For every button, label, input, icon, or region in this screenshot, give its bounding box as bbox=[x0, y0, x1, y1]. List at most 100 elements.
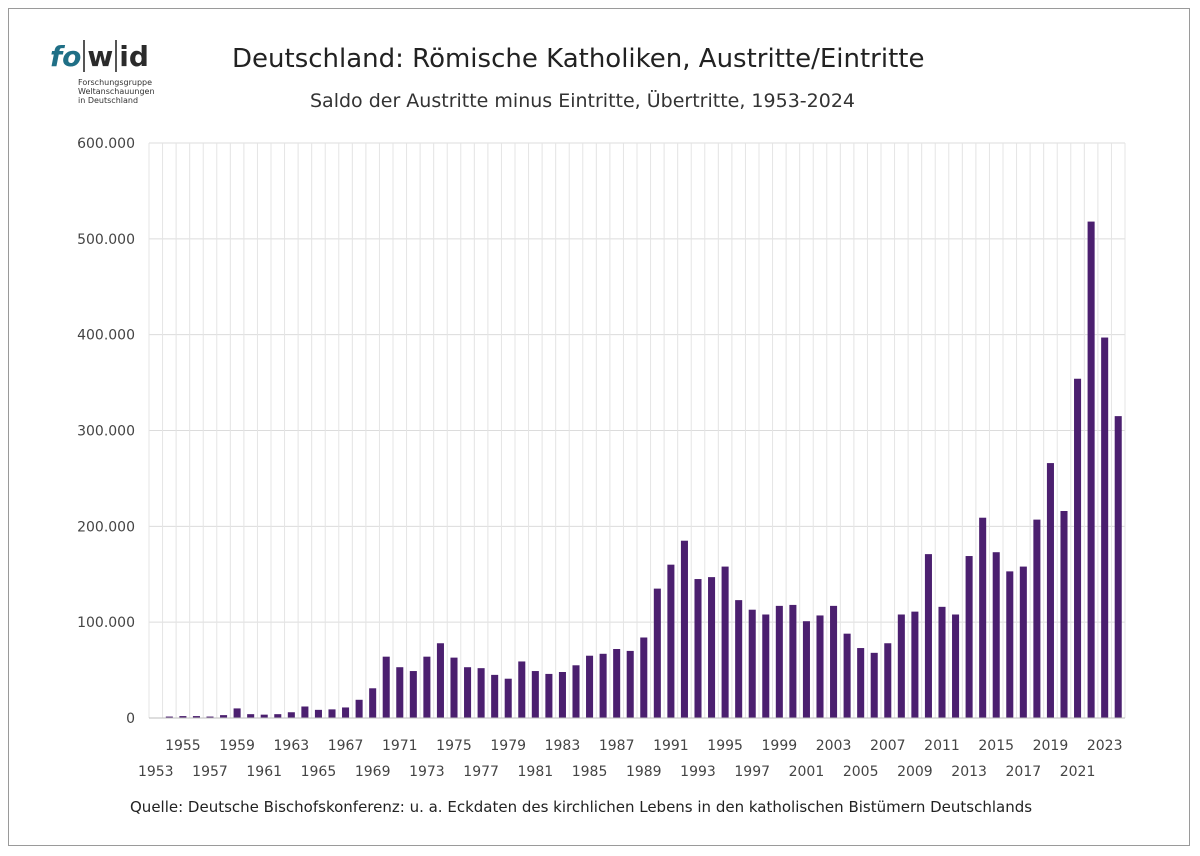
bar-2001 bbox=[802, 621, 810, 718]
x-tick-label: 2009 bbox=[897, 764, 933, 780]
bar-1985 bbox=[586, 655, 594, 718]
x-tick-label: 1989 bbox=[626, 764, 662, 780]
bar-1966 bbox=[328, 709, 336, 718]
fowid-logo: fo w id Forschungsgruppe Weltanschauungen … bbox=[50, 40, 160, 110]
y-tick-label: 400.000 bbox=[77, 328, 135, 344]
bar-2003 bbox=[830, 605, 838, 718]
x-tick-label: 2013 bbox=[951, 764, 987, 780]
bar-2018 bbox=[1033, 519, 1041, 718]
y-tick-label: 100.000 bbox=[77, 615, 135, 631]
bar-1996 bbox=[735, 600, 743, 718]
bar-2016 bbox=[1006, 571, 1014, 718]
bar-2012 bbox=[952, 614, 960, 718]
bar-1960 bbox=[247, 714, 255, 718]
x-tick-label: 1991 bbox=[653, 738, 689, 754]
bar-1984 bbox=[572, 665, 580, 718]
bar-1994 bbox=[708, 577, 716, 718]
logo-wordmark: fo w id bbox=[50, 40, 149, 73]
x-tick-label: 1959 bbox=[219, 738, 255, 754]
bar-1990 bbox=[653, 588, 661, 718]
bar-2007 bbox=[884, 643, 892, 718]
y-tick-label: 300.000 bbox=[77, 424, 135, 440]
x-tick-label: 2015 bbox=[978, 738, 1014, 754]
x-tick-label: 1981 bbox=[518, 764, 554, 780]
bar-1995 bbox=[721, 566, 729, 718]
bar-1989 bbox=[640, 637, 648, 718]
bar-1980 bbox=[518, 661, 526, 718]
bar-1972 bbox=[409, 671, 417, 718]
x-tick-label: 1969 bbox=[355, 764, 391, 780]
bar-1993 bbox=[694, 579, 702, 718]
y-tick-label: 200.000 bbox=[77, 519, 135, 535]
x-tick-label: 1955 bbox=[165, 738, 201, 754]
x-tick-label: 2021 bbox=[1060, 764, 1096, 780]
x-tick-label: 1963 bbox=[274, 738, 310, 754]
bar-1957 bbox=[206, 716, 214, 718]
y-tick-label: 500.000 bbox=[77, 232, 135, 248]
x-tick-label: 1961 bbox=[246, 764, 282, 780]
bar-2008 bbox=[897, 614, 905, 718]
bar-1974 bbox=[436, 643, 444, 718]
x-tick-label: 1995 bbox=[707, 738, 743, 754]
x-tick-label: 1975 bbox=[436, 738, 472, 754]
x-tick-label: 2001 bbox=[789, 764, 825, 780]
bar-2000 bbox=[789, 604, 797, 718]
chart-source: Quelle: Deutsche Bischofskonferenz: u. a… bbox=[130, 798, 1033, 816]
x-tick-label: 1999 bbox=[762, 738, 798, 754]
x-tick-label: 1997 bbox=[734, 764, 770, 780]
bar-1969 bbox=[369, 688, 377, 718]
bar-1981 bbox=[531, 671, 539, 718]
bar-1954 bbox=[165, 716, 173, 718]
bar-1983 bbox=[558, 672, 566, 718]
x-tick-label: 1977 bbox=[463, 764, 499, 780]
x-tick-label: 1953 bbox=[138, 764, 174, 780]
bar-2002 bbox=[816, 615, 824, 718]
bar-2024 bbox=[1114, 416, 1122, 718]
x-tick-label: 2023 bbox=[1087, 738, 1123, 754]
x-tick-label: 2011 bbox=[924, 738, 960, 754]
bar-1982 bbox=[545, 673, 553, 718]
x-tick-label: 1973 bbox=[409, 764, 445, 780]
bar-2006 bbox=[870, 652, 878, 718]
bar-1973 bbox=[423, 656, 431, 718]
bar-1967 bbox=[342, 707, 350, 718]
bar-1975 bbox=[450, 657, 458, 718]
bar-2020 bbox=[1060, 511, 1068, 718]
bar-2013 bbox=[965, 556, 973, 718]
chart-title: Deutschland: Römische Katholiken, Austri… bbox=[232, 44, 925, 74]
bar-2009 bbox=[911, 611, 919, 718]
x-tick-label: 1957 bbox=[192, 764, 228, 780]
bar-1959 bbox=[233, 708, 241, 718]
bar-1991 bbox=[667, 564, 675, 718]
x-tick-label: 2005 bbox=[843, 764, 879, 780]
bar-1979 bbox=[504, 678, 512, 718]
x-tick-label: 1987 bbox=[599, 738, 635, 754]
bar-1997 bbox=[748, 609, 756, 718]
chart-subtitle: Saldo der Austritte minus Eintritte, Übe… bbox=[310, 90, 855, 112]
bar-1970 bbox=[382, 656, 390, 718]
x-tick-label: 1985 bbox=[572, 764, 608, 780]
x-tick-label: 2017 bbox=[1006, 764, 1042, 780]
chart-frame bbox=[8, 8, 1190, 846]
y-tick-label: 0 bbox=[126, 711, 135, 727]
bar-1986 bbox=[599, 653, 607, 718]
bar-1999 bbox=[775, 605, 783, 718]
bar-1998 bbox=[762, 614, 770, 718]
bar-1987 bbox=[613, 649, 621, 718]
bar-2017 bbox=[1019, 566, 1027, 718]
x-tick-label: 1967 bbox=[328, 738, 364, 754]
bar-1961 bbox=[260, 714, 268, 718]
x-tick-label: 2019 bbox=[1033, 738, 1069, 754]
bar-1988 bbox=[626, 650, 634, 718]
bar-2022 bbox=[1087, 221, 1095, 719]
bar-2005 bbox=[857, 648, 865, 718]
logo-subtitle: Forschungsgruppe Weltanschauungen in Deu… bbox=[78, 78, 155, 105]
bar-1955 bbox=[179, 716, 187, 718]
x-tick-label: 2003 bbox=[816, 738, 852, 754]
bar-2004 bbox=[843, 633, 851, 718]
bar-1964 bbox=[301, 706, 309, 718]
bar-1971 bbox=[396, 667, 404, 718]
bar-1977 bbox=[477, 668, 485, 718]
x-tick-label: 1971 bbox=[382, 738, 418, 754]
bar-2021 bbox=[1074, 378, 1082, 718]
